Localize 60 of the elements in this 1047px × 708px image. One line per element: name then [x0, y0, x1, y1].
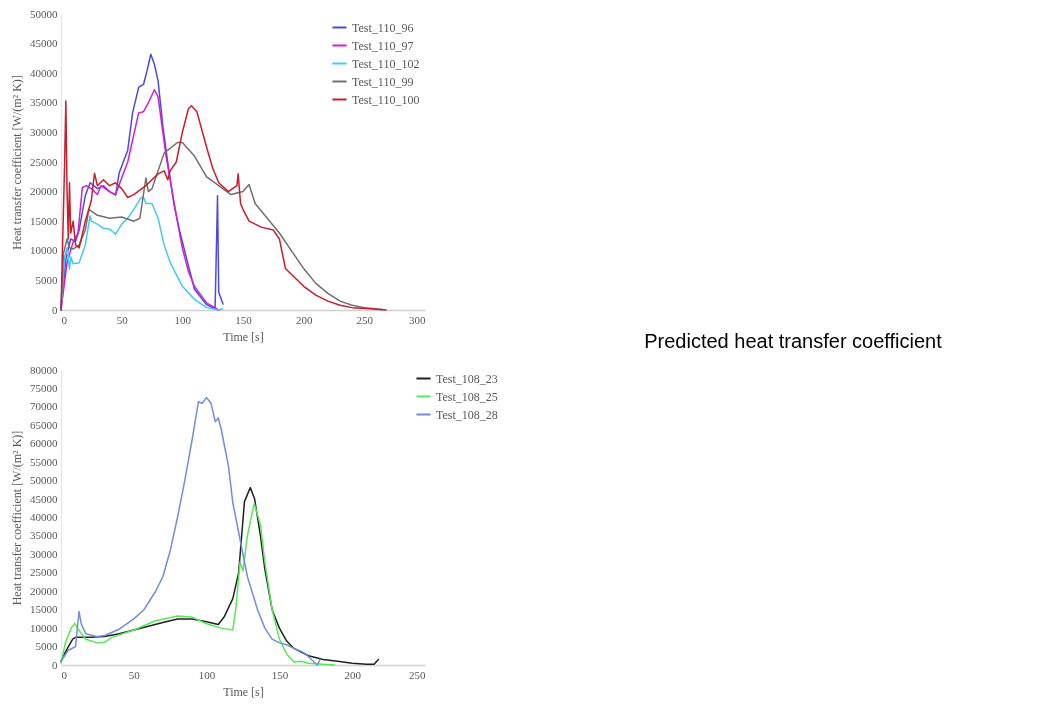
legend-label: Test_108_23 — [436, 371, 498, 386]
y-tick-label: 10000 — [30, 621, 58, 634]
x-tick-label: 250 — [356, 313, 374, 326]
y-tick-label: 50000 — [30, 7, 58, 20]
y-tick-label: 80000 — [30, 363, 58, 376]
y-tick-label: 20000 — [30, 185, 58, 198]
y-tick-label: 70000 — [30, 400, 58, 413]
y-tick-label: 5000 — [35, 273, 58, 286]
y-tick-label: 50000 — [30, 474, 58, 487]
y-tick-label: 75000 — [30, 381, 58, 394]
y-axis-title: Heat transfer coefficient [W/(m² K)] — [10, 430, 24, 606]
y-tick-label: 60000 — [30, 437, 58, 450]
y-axis-title: Heat transfer coefficient [W/(m² K)] — [10, 75, 24, 250]
legend-label: Test_108_25 — [436, 389, 498, 404]
y-tick-label: 25000 — [30, 155, 58, 168]
text: Predicted heat transfer coefficient — [644, 330, 943, 352]
y-tick-label: 45000 — [30, 37, 58, 50]
legend-label: Test_110_100 — [352, 92, 420, 107]
y-tick-label: 35000 — [30, 96, 58, 109]
y-tick-label: 15000 — [30, 214, 58, 227]
y-tick-label: 20000 — [30, 584, 58, 597]
x-tick-label: 100 — [198, 668, 216, 681]
line-series — [60, 486, 380, 666]
y-tick-label: 40000 — [30, 66, 58, 79]
line-series — [60, 196, 224, 311]
x-tick-label: 150 — [235, 313, 253, 326]
x-tick-label: 200 — [344, 668, 362, 681]
x-tick-label: 150 — [271, 668, 289, 681]
legend-label: Test_110_97 — [352, 38, 414, 53]
x-tick-label: 300 — [409, 313, 426, 326]
x-tick-label: 0 — [61, 313, 68, 326]
y-tick-label: 15000 — [30, 603, 58, 616]
x-tick-label: 0 — [61, 668, 68, 681]
x-tick-label: 250 — [409, 668, 426, 681]
line-series — [60, 89, 220, 311]
y-tick-label: 10000 — [30, 244, 58, 257]
legend-label: Test_110_102 — [352, 56, 420, 71]
x-axis-title: Time [s] — [223, 329, 264, 344]
x-axis-title: Time [s] — [223, 684, 264, 699]
legend-label: Test_108_28 — [436, 407, 498, 422]
legend-label: Test_110_99 — [352, 74, 414, 89]
y-tick-label: 55000 — [30, 455, 58, 468]
y-tick-label: 45000 — [30, 492, 58, 505]
y-tick-label: 35000 — [30, 529, 58, 542]
y-tick-label: 30000 — [30, 547, 58, 560]
y-tick-label: 0 — [52, 303, 58, 316]
y-tick-label: 5000 — [35, 640, 58, 653]
line-series — [60, 502, 336, 666]
y-tick-label: 25000 — [30, 566, 58, 579]
y-tick-label: 30000 — [30, 125, 58, 138]
y-tick-label: 40000 — [30, 511, 58, 523]
y-tick-label: 65000 — [30, 418, 58, 431]
line-series — [60, 396, 321, 666]
line-series — [60, 141, 384, 311]
legend-label: Test_110_96 — [352, 20, 414, 35]
y-tick-label: 0 — [52, 658, 58, 671]
x-tick-label: 50 — [128, 668, 141, 681]
x-tick-label: 200 — [295, 313, 313, 326]
x-tick-label: 50 — [116, 313, 129, 326]
x-tick-label: 100 — [174, 313, 192, 326]
